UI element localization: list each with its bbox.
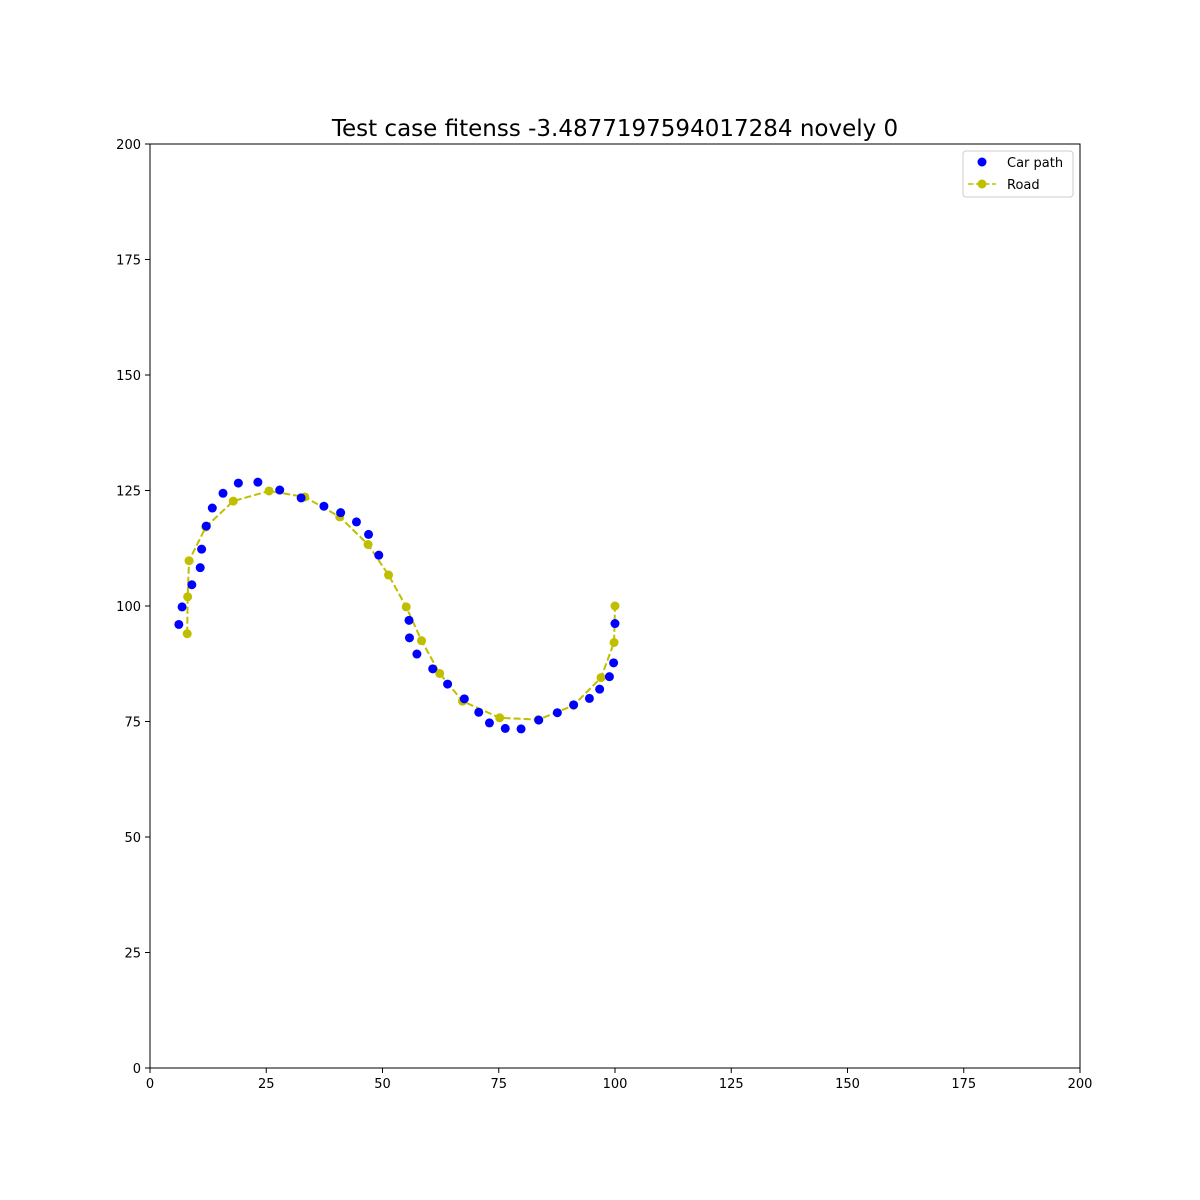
car-path-point <box>336 508 346 518</box>
x-tick-label: 150 <box>835 1077 860 1092</box>
road-point <box>435 668 445 678</box>
car-path-point <box>595 684 605 694</box>
y-tick-label: 200 <box>116 138 141 153</box>
x-tick-label: 0 <box>146 1077 154 1092</box>
car-path-point <box>404 615 414 625</box>
road-point <box>384 570 394 580</box>
y-tick-label: 150 <box>116 369 141 384</box>
y-tick-label: 175 <box>116 254 141 269</box>
road-point <box>183 592 193 602</box>
legend-car-path-marker <box>977 157 987 167</box>
road-point <box>417 636 427 646</box>
road-point <box>363 540 373 550</box>
car-path-point <box>609 658 619 668</box>
car-path-point <box>459 694 469 704</box>
car-path-point <box>474 707 484 717</box>
axes-frame <box>149 143 1081 1069</box>
y-tick-label: 100 <box>116 600 141 615</box>
car-path-point <box>275 485 285 495</box>
car-path-point <box>195 563 205 573</box>
car-path-point <box>412 649 422 659</box>
y-tick-label: 25 <box>124 947 141 962</box>
car-path-point <box>428 664 438 674</box>
car-path-series <box>174 477 620 734</box>
car-path-point <box>351 517 361 527</box>
x-tick-label: 75 <box>490 1077 507 1092</box>
x-tick-label: 125 <box>719 1077 744 1092</box>
car-path-point <box>516 724 526 734</box>
road-point <box>264 486 274 496</box>
road-point <box>610 601 620 611</box>
road-point <box>495 713 505 723</box>
car-path-point <box>584 693 594 703</box>
car-path-point <box>569 700 579 710</box>
y-tick-label: 0 <box>133 1062 141 1077</box>
road-point <box>182 629 192 639</box>
x-tick-label: 25 <box>258 1077 275 1092</box>
car-path-point <box>197 544 207 554</box>
plot-area: 0 25 50 75 100 125 150 175 200 0 25 50 75 100 125 150 17… <box>116 138 1092 1092</box>
car-path-point <box>319 501 329 511</box>
x-tick-label: 100 <box>603 1077 628 1092</box>
car-path-point <box>364 529 374 539</box>
car-path-point <box>500 723 510 733</box>
car-path-point <box>552 708 562 718</box>
road-point <box>401 602 411 612</box>
legend-box <box>962 150 1074 198</box>
x-tick-label: 175 <box>951 1077 976 1092</box>
road-point <box>596 673 606 683</box>
road-point <box>228 496 238 506</box>
car-path-point <box>177 602 187 612</box>
axes-ticks: 0 25 50 75 100 125 150 175 200 0 25 50 75 100 125 150 17… <box>116 138 1092 1092</box>
y-tick-label: 125 <box>116 485 141 500</box>
car-path-point <box>201 521 211 531</box>
car-path-point <box>296 493 306 503</box>
car-path-point <box>610 619 620 629</box>
car-path-point <box>233 478 243 488</box>
legend-road-label: Road <box>1007 178 1040 193</box>
car-path-point <box>604 672 614 682</box>
y-tick-label: 50 <box>124 831 141 846</box>
car-path-point <box>218 488 228 498</box>
car-path-point <box>404 633 414 643</box>
road-point <box>609 637 619 647</box>
y-tick-label: 75 <box>124 716 141 731</box>
x-tick-label: 200 <box>1068 1077 1093 1092</box>
car-path-point <box>534 715 544 725</box>
car-path-point <box>187 580 197 590</box>
chart-title: Test case fitenss -3.4877197594017284 no… <box>331 116 898 142</box>
car-path-point <box>253 477 263 487</box>
car-path-point <box>443 679 453 689</box>
car-path-point <box>207 503 217 513</box>
car-path-point <box>174 619 184 629</box>
road-point <box>184 556 194 566</box>
legend-car-path-label: Car path <box>1007 156 1063 171</box>
road-line <box>186 489 616 721</box>
car-path-point <box>374 550 384 560</box>
legend: Car path Road <box>962 150 1074 198</box>
x-tick-label: 50 <box>374 1077 391 1092</box>
legend-road-marker <box>977 179 987 189</box>
car-path-point <box>484 718 494 728</box>
